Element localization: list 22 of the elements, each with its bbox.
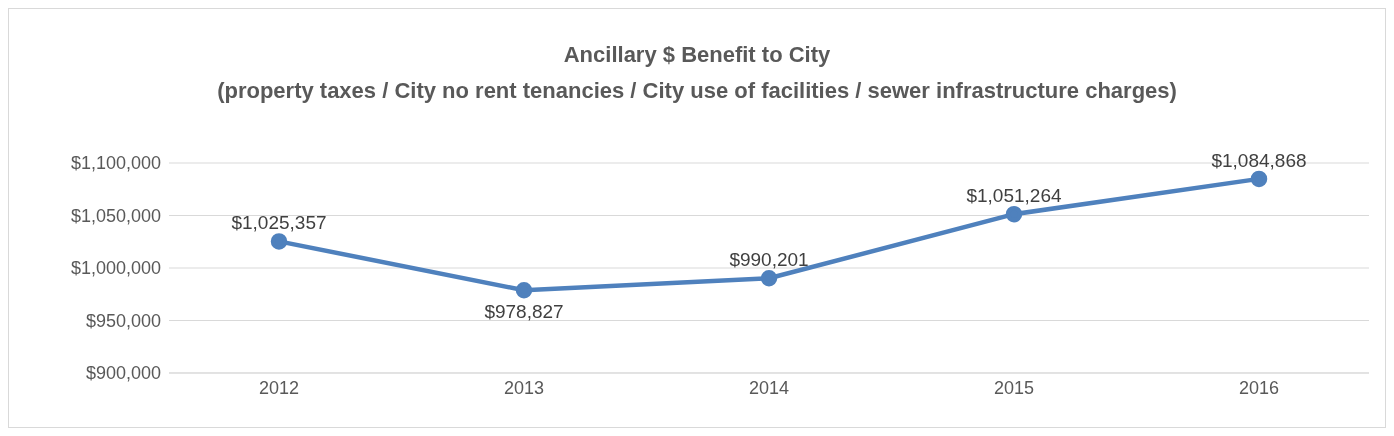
point bbox=[1250, 170, 1268, 188]
x-tick-label: 2012 bbox=[258, 377, 300, 398]
point bbox=[1005, 205, 1023, 223]
y-tick-label: $950,000 bbox=[85, 310, 161, 331]
data-label: $978,827 bbox=[484, 301, 564, 323]
y-tick-label: $1,050,000 bbox=[70, 205, 161, 226]
point bbox=[760, 270, 778, 287]
x-tick-label: 2016 bbox=[1238, 377, 1280, 398]
y-tick-label: $1,000,000 bbox=[70, 258, 161, 279]
data-label: $990,201 bbox=[729, 249, 809, 271]
data-label: $1,084,868 bbox=[1211, 149, 1307, 171]
chart-title: Ancillary $ Benefit to City bbox=[562, 41, 832, 69]
chart-subtitle: (property taxes / City no rent tenancies / City use of facilities / sewer infrastructure charges) bbox=[216, 77, 1178, 105]
y-tick-label: $1,100,000 bbox=[70, 153, 161, 174]
x-tick-label: 2015 bbox=[993, 377, 1035, 398]
data-label: $1,051,264 bbox=[966, 185, 1062, 207]
data-label: $1,025,357 bbox=[231, 212, 327, 234]
point bbox=[270, 233, 288, 250]
y-tick-label: $900,000 bbox=[85, 363, 161, 384]
point bbox=[515, 281, 533, 299]
x-tick-label: 2014 bbox=[748, 377, 790, 398]
x-tick-label: 2013 bbox=[503, 377, 545, 398]
